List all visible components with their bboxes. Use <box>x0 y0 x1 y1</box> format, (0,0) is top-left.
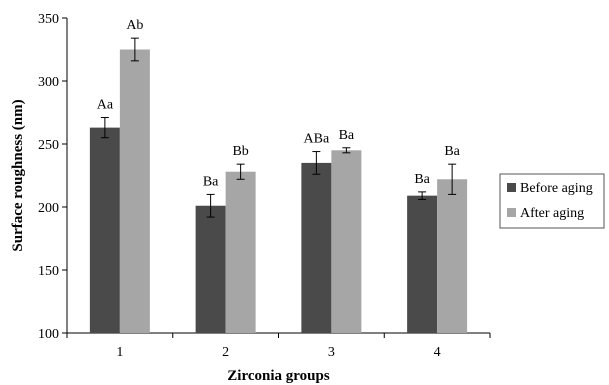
x-tick-label: 3 <box>328 345 335 360</box>
bar <box>331 150 362 333</box>
significance-label: Ba <box>444 144 460 159</box>
significance-label: Bb <box>232 144 248 159</box>
significance-label: Ab <box>126 18 143 33</box>
significance-label: ABa <box>304 132 330 147</box>
significance-label: Ba <box>414 172 430 187</box>
bar <box>301 162 332 333</box>
x-axis: 1 2 3 4 <box>66 332 491 360</box>
y-axis-title: Surface roughness (nm) <box>10 99 26 251</box>
x-tick-label: 2 <box>222 345 229 360</box>
y-axis: 100 150 200 250 300 350 <box>38 12 68 342</box>
legend-label: After aging <box>520 206 584 221</box>
legend-swatch <box>507 183 516 192</box>
y-tick-label: 150 <box>38 264 59 279</box>
significance-label: Aa <box>97 98 114 113</box>
x-tick-label: 4 <box>434 345 441 360</box>
y-tick-label: 300 <box>38 75 59 90</box>
bars <box>89 37 468 334</box>
significance-label: Ba <box>339 128 355 143</box>
x-tick-label: 1 <box>116 345 123 360</box>
legend: Before aging After aging <box>499 173 605 229</box>
data-labels: Aa Ab Ba Bb ABa Ba Ba Ba <box>97 18 461 189</box>
bar <box>225 171 256 333</box>
bar <box>437 179 468 333</box>
legend-swatch <box>507 208 516 217</box>
y-tick-label: 350 <box>38 12 59 27</box>
bar <box>407 195 438 333</box>
bar <box>119 49 150 333</box>
y-tick-label: 250 <box>38 138 59 153</box>
y-tick-label: 100 <box>38 327 59 342</box>
bar <box>195 205 226 333</box>
bar <box>89 127 120 334</box>
legend-label: Before aging <box>520 181 593 196</box>
legend-box <box>499 173 605 229</box>
significance-label: Ba <box>203 174 219 189</box>
x-axis-title: Zirconia groups <box>227 368 330 384</box>
y-tick-label: 200 <box>38 201 59 216</box>
